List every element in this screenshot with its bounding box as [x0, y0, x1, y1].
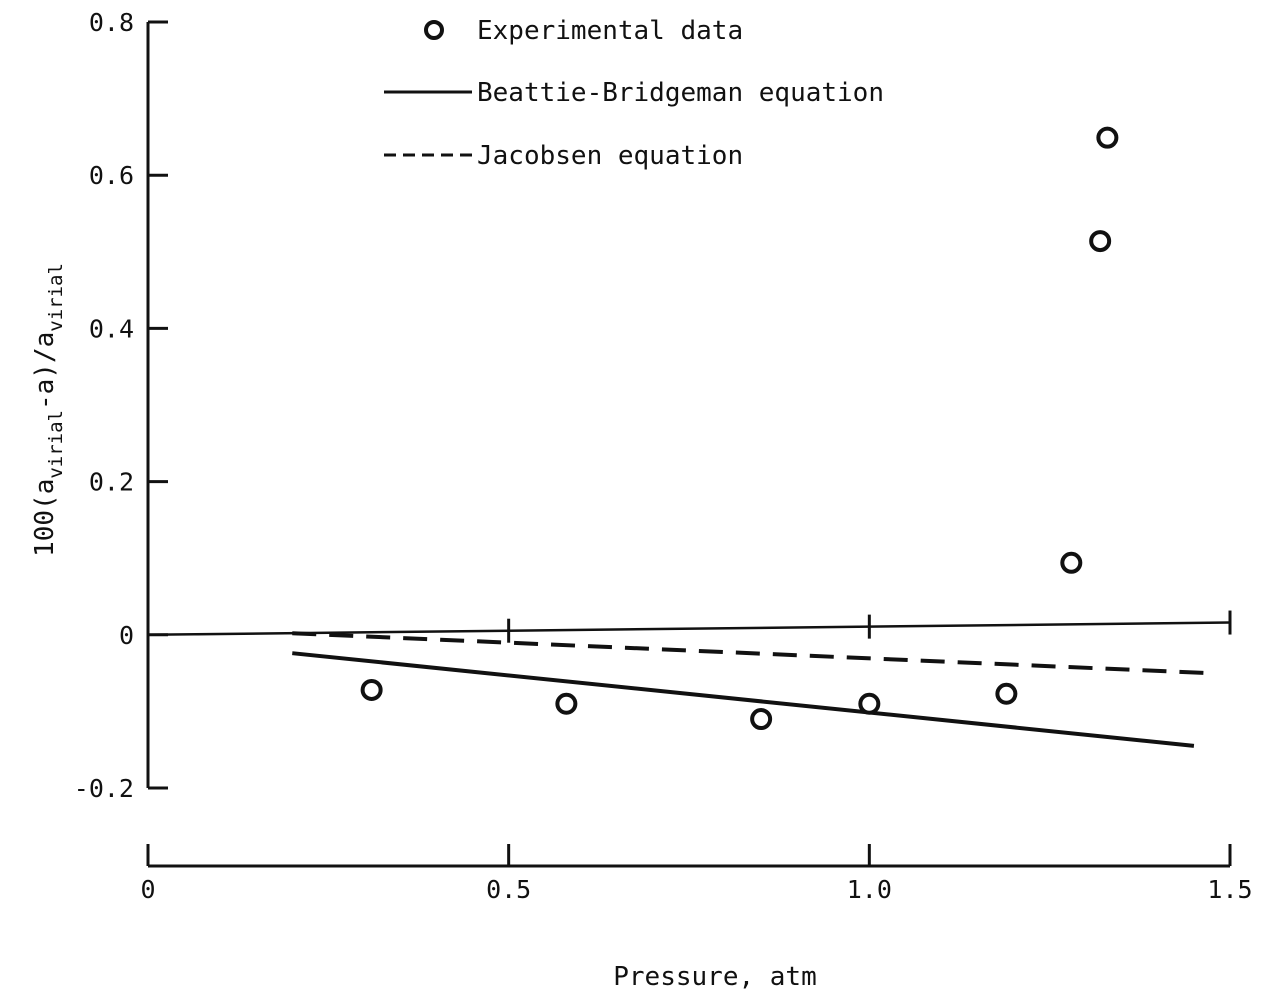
x-tick-label-1: 0.5	[486, 875, 531, 904]
y-tick-label-5: 0.8	[89, 8, 134, 37]
y-tick-label-0: -0.2	[74, 774, 134, 803]
legend-label-0: Experimental data	[477, 16, 743, 46]
data-point-5	[1060, 551, 1083, 574]
y-axis-title-prefix: 100(a	[30, 479, 60, 557]
y-axis-title: 100(avirial-a)/avirial	[30, 263, 67, 557]
legend-marker-0	[424, 20, 444, 40]
series-line-2	[292, 631, 1209, 676]
data-point-2	[750, 708, 773, 731]
data-point-3	[858, 692, 881, 715]
x-tick-label-3: 1.5	[1207, 875, 1252, 904]
y-tick-label-1: 0	[119, 621, 134, 650]
x-axis-title: Pressure, atm	[613, 962, 817, 992]
data-point-1	[555, 692, 578, 715]
x-tick-label-2: 1.0	[847, 875, 892, 904]
legend-label-2: Jacobsen equation	[477, 141, 743, 171]
reference-line	[147, 621, 1231, 637]
points-layer	[360, 126, 1119, 731]
data-point-0	[360, 678, 383, 701]
x-tick-label-0: 0	[140, 875, 155, 904]
series-line-1	[292, 651, 1195, 748]
y-axis-title-sub2: virial	[45, 263, 67, 332]
y-axis-title-middle: -a)/a	[30, 332, 60, 410]
axes-layer: -0.2 0 0.2 0.4 0.6 0.8 0 0.5 1.0 1.5	[74, 8, 1253, 904]
y-tick-label-4: 0.6	[89, 161, 134, 190]
legend: Experimental data Beattie-Bridgeman equat…	[384, 16, 884, 171]
data-point-4	[995, 682, 1018, 705]
data-point-7	[1096, 126, 1119, 149]
legend-label-1: Beattie-Bridgeman equation	[477, 78, 884, 108]
lines-layer	[147, 610, 1232, 748]
data-point-6	[1089, 230, 1112, 253]
y-tick-label-2: 0.2	[89, 468, 134, 497]
y-tick-label-3: 0.4	[89, 314, 134, 343]
y-axis-title-sub1: virial	[45, 410, 67, 479]
